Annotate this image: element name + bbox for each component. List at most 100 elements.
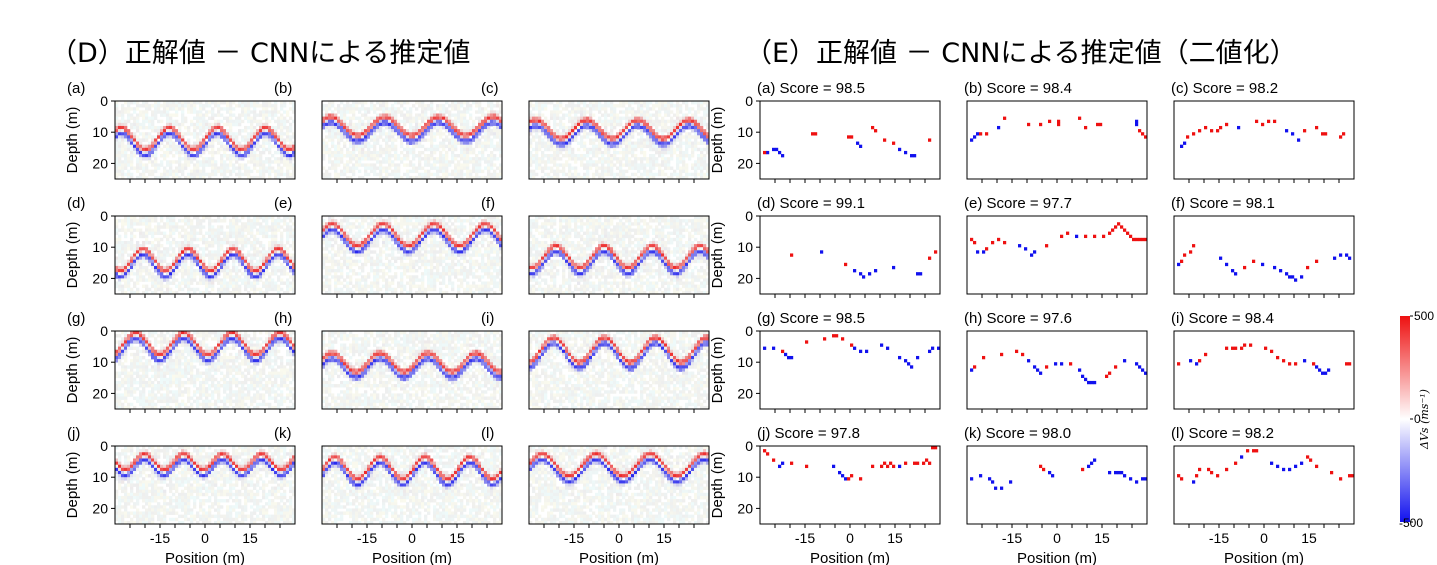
heatmap-cell (118, 281, 122, 285)
heatmap-cell (352, 225, 356, 229)
heatmap-cell (370, 166, 374, 170)
heatmap-cell (181, 169, 185, 174)
heatmap-cell (133, 265, 137, 270)
heatmap-cell (676, 125, 680, 130)
heatmap-cell (250, 259, 254, 264)
heatmap-cell (553, 144, 557, 149)
heatmap-cell (547, 166, 551, 170)
heatmap-cell (367, 125, 371, 130)
heatmap-cell (190, 132, 194, 136)
heatmap-cell (250, 222, 254, 226)
heatmap-cell (463, 150, 467, 155)
heatmap-cell (208, 157, 212, 161)
heatmap-cell (379, 144, 383, 149)
heatmap-cell (238, 116, 242, 121)
heatmap-cell (115, 122, 119, 127)
heatmap-cell (274, 150, 278, 155)
heatmap-cell (187, 222, 191, 226)
heatmap-cell (169, 166, 173, 170)
heatmap-cell (583, 166, 587, 170)
heatmap-cell (163, 269, 167, 273)
heatmap-cell (490, 141, 494, 145)
heatmap-cell (604, 160, 608, 164)
heatmap-cell (190, 269, 194, 273)
heatmap-cell (412, 154, 416, 158)
heatmap-cell (340, 169, 344, 174)
heatmap-cell (490, 113, 494, 117)
heatmap-cell (196, 256, 200, 260)
heatmap-cell (145, 110, 149, 114)
heatmap-cell (217, 122, 221, 127)
heatmap-cell (217, 290, 221, 295)
heatmap-cell (478, 132, 482, 136)
heatmap-cell (544, 129, 548, 133)
heatmap-cell (682, 150, 686, 155)
heatmap-cell (115, 262, 119, 267)
heatmap-cell (127, 259, 131, 264)
heatmap-cell (544, 125, 548, 130)
heatmap-cell (691, 135, 695, 139)
heatmap-cell (124, 125, 128, 130)
heatmap-cell (409, 138, 413, 142)
heatmap-cell (649, 101, 653, 105)
heatmap-cell (385, 122, 389, 127)
heatmap-cell (160, 269, 164, 273)
heatmap-cell (145, 119, 149, 124)
heatmap-cell (565, 138, 569, 142)
heatmap-cell (424, 172, 428, 177)
heatmap-cell (355, 272, 359, 276)
heatmap-cell (466, 110, 470, 114)
heatmap-cell (376, 219, 380, 223)
heatmap-cell (376, 116, 380, 121)
heatmap-cell (379, 247, 383, 251)
heatmap-cell (286, 228, 290, 232)
heatmap-cell (202, 219, 206, 223)
heatmap-cell (451, 132, 455, 136)
heatmap-cell (340, 172, 344, 177)
heatmap-cell (184, 244, 188, 248)
heatmap-cell (154, 231, 158, 236)
heatmap-cell (196, 166, 200, 170)
heatmap-cell (202, 240, 206, 245)
heatmap-cell (271, 113, 275, 117)
heatmap-cell (223, 275, 227, 279)
heatmap-cell (703, 113, 707, 117)
heatmap-cell (601, 144, 605, 149)
heatmap-cell (181, 278, 185, 282)
heatmap-cell (691, 163, 695, 167)
heatmap-cell (643, 104, 647, 108)
heatmap-cell (274, 265, 278, 270)
heatmap-cell (490, 138, 494, 142)
heatmap-cell (367, 135, 371, 139)
heatmap-cell (421, 172, 425, 177)
heatmap-cell (646, 122, 650, 127)
heatmap-cell (679, 160, 683, 164)
heatmap-cell (241, 150, 245, 155)
heatmap-cell (202, 163, 206, 167)
heatmap-cell (361, 104, 365, 108)
heatmap-cell (121, 278, 125, 282)
heatmap-cell (376, 141, 380, 145)
heatmap-cell (211, 169, 215, 174)
heatmap-cell (442, 169, 446, 174)
heatmap-cell (184, 216, 188, 220)
heatmap-cell (346, 101, 350, 105)
heatmap-cell (457, 169, 461, 174)
heatmap-cell (205, 135, 209, 139)
heatmap-cell (409, 169, 413, 174)
heatmap-cell (172, 250, 176, 254)
heatmap-cell (352, 240, 356, 245)
heatmap-cell (253, 166, 257, 170)
heatmap-cell (247, 138, 251, 142)
heatmap-cell (277, 287, 281, 292)
heatmap-cell (340, 287, 344, 292)
heatmap-cell (337, 287, 341, 292)
heatmap-cell (190, 219, 194, 223)
heatmap-cell (568, 113, 572, 117)
heatmap-cell (214, 278, 218, 282)
heatmap-cell (358, 144, 362, 149)
heatmap-cell (589, 107, 593, 111)
heatmap-cell (175, 269, 179, 273)
heatmap-cell (544, 144, 548, 149)
heatmap-cell (322, 107, 326, 111)
